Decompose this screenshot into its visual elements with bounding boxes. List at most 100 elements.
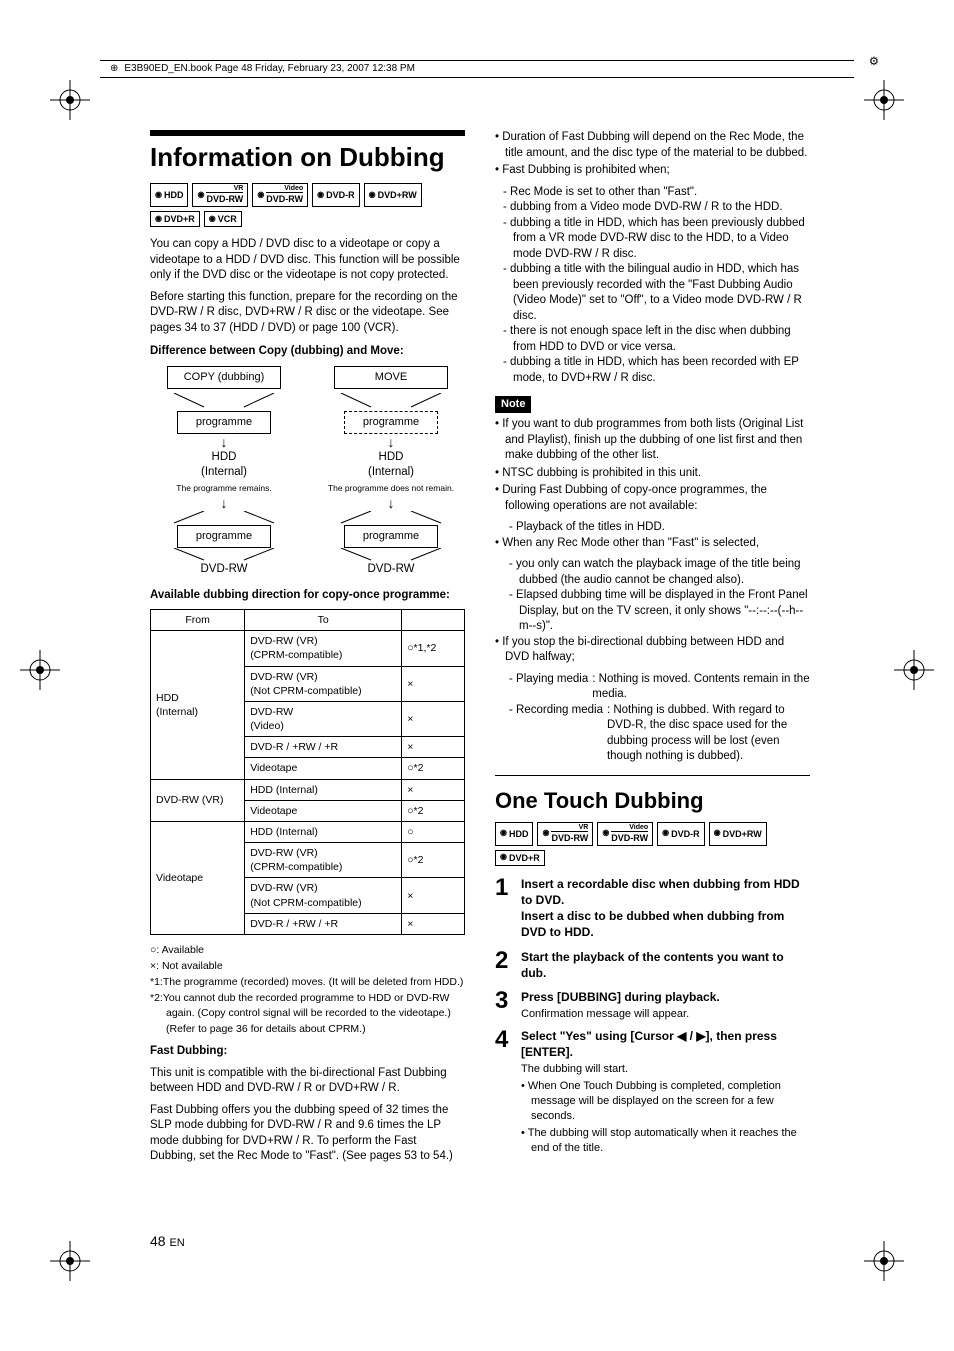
step-head: Insert a recordable disc when dubbing fr… bbox=[521, 876, 810, 941]
intro-para: Before starting this function, prepare f… bbox=[150, 290, 465, 337]
format-badge: ◉ DVD-R bbox=[657, 822, 704, 846]
format-badge: ◉ VCR bbox=[204, 211, 242, 227]
table-to: DVD-RW (VR) (CPRM-compatible) bbox=[245, 843, 402, 878]
step: 3Press [DUBBING] during playback.Confirm… bbox=[495, 989, 810, 1022]
list-item: dubbing a title in HDD, which has been r… bbox=[503, 355, 810, 386]
list-item: there is not enough space left in the di… bbox=[503, 324, 810, 355]
note-label: Note bbox=[495, 396, 531, 413]
format-badges: ◉ HDD◉ VRDVD-RW◉ VideoDVD-RW◉ DVD-R◉ DVD… bbox=[495, 822, 810, 866]
reg-mark bbox=[50, 1241, 90, 1281]
table-to: DVD-RW (VR) (Not CPRM-compatible) bbox=[245, 878, 402, 913]
table-value: ○*2 bbox=[402, 843, 465, 878]
arrow-icon: ↓ bbox=[317, 496, 465, 510]
step-sub: The dubbing will start. bbox=[521, 1062, 810, 1077]
arrow-icon: ↓ bbox=[150, 496, 298, 510]
copy-title: COPY (dubbing) bbox=[167, 366, 281, 389]
main-title: Information on Dubbing bbox=[150, 140, 465, 175]
table-to: DVD-RW (Video) bbox=[245, 701, 402, 736]
prog-box: programme bbox=[344, 525, 438, 548]
def-label: - Recording media bbox=[509, 703, 603, 765]
dvd-box: DVD-RW bbox=[317, 562, 465, 578]
format-badge: ◉ HDD bbox=[150, 183, 188, 207]
list-item: NTSC dubbing is prohibited in this unit. bbox=[495, 466, 810, 482]
reg-mark bbox=[864, 1241, 904, 1281]
top-sublist: Rec Mode is set to other than "Fast".dub… bbox=[503, 185, 810, 387]
reg-mark bbox=[894, 650, 934, 690]
def-label: - Playing media bbox=[509, 672, 588, 703]
steps: 1 Insert a recordable disc when dubbing f… bbox=[495, 876, 810, 1162]
list-item: dubbing a title with the bilingual audio… bbox=[503, 262, 810, 324]
hdd-box: HDD (Internal) bbox=[150, 450, 298, 481]
list-item: If you want to dub programmes from both … bbox=[495, 417, 810, 464]
table-value: ○*1,*2 bbox=[402, 631, 465, 666]
list-item: Fast Dubbing is prohibited when; bbox=[495, 163, 810, 179]
format-badge: ◉ DVD+R bbox=[150, 211, 200, 227]
table-to: HDD (Internal) bbox=[245, 821, 402, 842]
step: 2Start the playback of the contents you … bbox=[495, 949, 810, 983]
def-value: : Nothing is moved. Contents remain in t… bbox=[592, 672, 810, 703]
hdd-box: HDD (Internal) bbox=[317, 450, 465, 481]
format-badges: ◉ HDD◉ VRDVD-RW◉ VideoDVD-RW◉ DVD-R◉ DVD… bbox=[150, 183, 465, 227]
list-item: Elapsed dubbing time will be displayed i… bbox=[509, 588, 810, 635]
move-title: MOVE bbox=[334, 366, 448, 389]
format-badge: ◉ VRDVD-RW bbox=[537, 822, 593, 846]
note-bullets: When any Rec Mode other than "Fast" is s… bbox=[495, 536, 810, 552]
note-bullets: If you want to dub programmes from both … bbox=[495, 417, 810, 514]
step-number: 4 bbox=[495, 1028, 513, 1052]
format-badge: ◉ DVD+RW bbox=[364, 183, 422, 207]
fast-heading: Fast Dubbing: bbox=[150, 1044, 465, 1060]
table-to: Videotape bbox=[245, 800, 402, 821]
prog-box: programme bbox=[177, 525, 271, 548]
table-to: DVD-R / +RW / +R bbox=[245, 737, 402, 758]
format-badge: ◉ DVD+RW bbox=[709, 822, 767, 846]
table-from: HDD (Internal) bbox=[151, 631, 245, 779]
table-value: × bbox=[402, 666, 465, 701]
th-from: From bbox=[151, 610, 245, 631]
prog-box-dashed: programme bbox=[344, 411, 438, 434]
diff-heading: Difference between Copy (dubbing) and Mo… bbox=[150, 344, 465, 360]
format-badge: ◉ HDD bbox=[495, 822, 533, 846]
step-head: Start the playback of the contents you w… bbox=[521, 949, 810, 981]
table-value: ○*2 bbox=[402, 800, 465, 821]
format-badge: ◉ VideoDVD-RW bbox=[597, 822, 653, 846]
diagram: COPY (dubbing) programme ↓ HDD (Internal… bbox=[150, 366, 465, 578]
table-to: Videotape bbox=[245, 758, 402, 779]
note-sublist: you only can watch the playback image of… bbox=[509, 557, 810, 635]
note-sublist: Playback of the titles in HDD. bbox=[509, 520, 810, 536]
reg-mark bbox=[50, 80, 90, 120]
header-text: E3B90ED_EN.book Page 48 Friday, February… bbox=[124, 62, 415, 76]
onetouch-title: One Touch Dubbing bbox=[495, 786, 810, 816]
step: 1 Insert a recordable disc when dubbing f… bbox=[495, 876, 810, 943]
note-bullets: If you stop the bi-directional dubbing b… bbox=[495, 635, 810, 666]
th-to: To bbox=[245, 610, 402, 631]
def-value: : Nothing is dubbed. With regard to DVD-… bbox=[607, 703, 810, 765]
table-value: × bbox=[402, 913, 465, 934]
list-item: dubbing from a Video mode DVD-RW / R to … bbox=[503, 200, 810, 216]
fast-para: Fast Dubbing offers you the dubbing spee… bbox=[150, 1103, 465, 1165]
table-to: DVD-RW (VR) (Not CPRM-compatible) bbox=[245, 666, 402, 701]
table-value: ○ bbox=[402, 821, 465, 842]
table-value: × bbox=[402, 878, 465, 913]
intro-para: You can copy a HDD / DVD disc to a video… bbox=[150, 237, 465, 284]
table-from: DVD-RW (VR) bbox=[151, 779, 245, 821]
list-item: dubbing a title in HDD, which has been p… bbox=[503, 216, 810, 263]
table-value: ○*2 bbox=[402, 758, 465, 779]
arrow-icon: ↓ bbox=[317, 435, 465, 449]
step-number: 1 bbox=[495, 876, 513, 900]
list-item: Playback of the titles in HDD. bbox=[509, 520, 810, 536]
table-value: × bbox=[402, 779, 465, 800]
table-value: × bbox=[402, 701, 465, 736]
list-item: Duration of Fast Dubbing will depend on … bbox=[495, 130, 810, 161]
list-item: The dubbing will stop automatically when… bbox=[521, 1126, 810, 1156]
reg-mark bbox=[864, 80, 904, 120]
format-badge: ◉ VideoDVD-RW bbox=[252, 183, 308, 207]
table-to: DVD-R / +RW / +R bbox=[245, 913, 402, 934]
move-note: The programme does not remain. bbox=[317, 483, 465, 494]
page-number: 48 EN bbox=[150, 1232, 185, 1251]
format-badge: ◉ VRDVD-RW bbox=[192, 183, 248, 207]
prog-box: programme bbox=[177, 411, 271, 434]
list-item: During Fast Dubbing of copy-once program… bbox=[495, 483, 810, 514]
step-number: 3 bbox=[495, 989, 513, 1013]
step: 4 Select "Yes" using [Cursor ◀ / ▶], then… bbox=[495, 1028, 810, 1161]
step-head: Select "Yes" using [Cursor ◀ / ▶], then … bbox=[521, 1028, 810, 1060]
